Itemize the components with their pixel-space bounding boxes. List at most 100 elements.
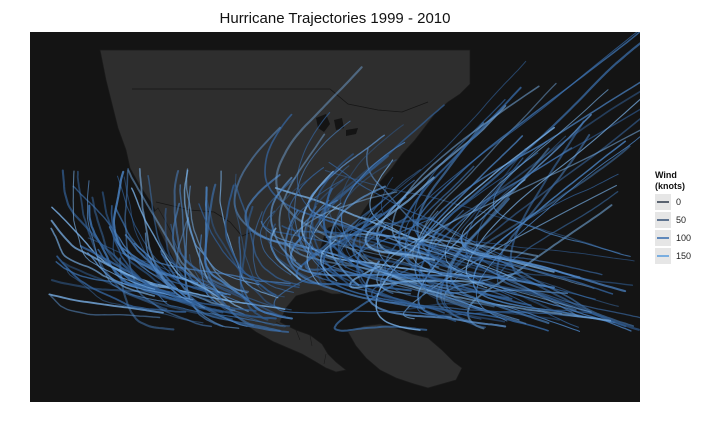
land-south-america (347, 323, 463, 389)
hurricane-track (233, 126, 448, 290)
legend-key (655, 229, 671, 246)
hurricane-track (460, 234, 627, 293)
hurricane-track (164, 207, 286, 318)
hurricane-track (363, 253, 640, 331)
hurricane-track (411, 219, 635, 327)
legend-label: 100 (676, 232, 692, 243)
legend-label: 150 (676, 250, 692, 261)
hurricane-track (424, 147, 527, 317)
wind-legend: Wind (knots) 0 50 100 150 (655, 170, 717, 264)
hurricane-tracks (48, 32, 640, 333)
hurricane-track (355, 191, 506, 323)
hurricane-track (444, 89, 609, 278)
legend-key (655, 193, 671, 210)
hurricane-track (130, 187, 286, 311)
hurricane-track (391, 85, 540, 257)
hurricane-track (464, 157, 640, 319)
hurricane-track (305, 176, 348, 281)
hurricane-track (398, 252, 634, 286)
hurricane-track (288, 191, 398, 262)
hurricane-track (124, 234, 188, 295)
hurricane-track (483, 283, 632, 332)
land-layer (99, 49, 471, 389)
legend-item-100: 100 (655, 229, 717, 246)
hurricane-track (269, 223, 309, 279)
hurricane-track (50, 295, 161, 319)
hurricane-track (340, 141, 406, 263)
hurricane-track (492, 140, 631, 257)
hurricane-track (398, 86, 532, 307)
hurricane-track (176, 218, 208, 298)
hurricane-track (293, 120, 351, 272)
hurricane-track (110, 204, 200, 307)
hurricane-track (281, 225, 446, 260)
hurricane-track (224, 184, 277, 297)
hurricane-track (87, 237, 216, 287)
hurricane-track (206, 199, 280, 309)
hurricane-track (233, 173, 285, 298)
hurricane-track (234, 183, 301, 286)
hurricane-track (417, 81, 640, 268)
hurricane-track (72, 185, 204, 290)
hurricane-track (187, 216, 260, 286)
legend-item-150: 150 (655, 247, 717, 264)
hurricane-track (273, 217, 435, 316)
hurricane-track (466, 204, 613, 330)
hurricane-track (328, 161, 509, 258)
hurricane-track (252, 211, 294, 293)
hurricane-track (309, 199, 343, 278)
map-title: Hurricane Trajectories 1999 - 2010 (219, 10, 451, 27)
hurricane-track (306, 202, 342, 285)
hurricane-track (72, 170, 156, 290)
hurricane-track (364, 176, 436, 261)
hurricane-track (290, 179, 344, 255)
hurricane-track (265, 176, 312, 265)
legend-item-0: 0 (655, 193, 717, 210)
hurricane-track (203, 183, 281, 332)
hurricane-track (124, 168, 213, 328)
legend-label: 50 (676, 214, 687, 225)
hurricane-track (329, 185, 386, 286)
hurricane-track (88, 204, 159, 287)
hurricane-track (376, 129, 640, 295)
hurricane-track (259, 210, 292, 276)
legend-key (655, 247, 671, 264)
hurricane-track (48, 293, 164, 314)
border-us-mexico (155, 201, 253, 237)
hurricane-track (127, 169, 236, 312)
hurricane-track (412, 210, 592, 313)
border-us-canada (132, 88, 429, 113)
hurricane-track (136, 258, 222, 295)
hurricane-track (284, 209, 426, 310)
hurricane-map (48, 32, 640, 389)
hurricane-track (298, 199, 338, 253)
hurricane-track (118, 236, 248, 327)
legend-title: Wind (knots) (655, 170, 685, 191)
hurricane-track (184, 185, 240, 329)
hurricane-track (449, 197, 550, 325)
hurricane-track (55, 261, 170, 294)
hurricane-track (356, 216, 408, 285)
legend-swatch (657, 200, 669, 203)
legend-swatch (657, 218, 669, 221)
hurricane-track (123, 176, 192, 301)
hurricane-track (80, 245, 176, 295)
hurricane-track (352, 212, 513, 300)
legend-label: 0 (676, 196, 682, 207)
hurricane-track (326, 165, 362, 250)
hurricane-track (416, 122, 485, 286)
hurricane-track (440, 117, 640, 329)
hurricane-track (50, 219, 179, 290)
hurricane-track (322, 187, 364, 273)
hurricane-track (304, 212, 455, 295)
legend-swatch (657, 254, 669, 257)
hurricane-track (445, 147, 550, 308)
hurricane-track (50, 227, 156, 297)
hurricane-track (278, 133, 418, 285)
hurricane-track (359, 169, 421, 260)
hurricane-track (339, 124, 404, 252)
hurricane-track (62, 261, 233, 321)
hurricane-track (404, 32, 640, 274)
hurricane-track (384, 165, 475, 283)
hurricane-track (238, 236, 282, 318)
